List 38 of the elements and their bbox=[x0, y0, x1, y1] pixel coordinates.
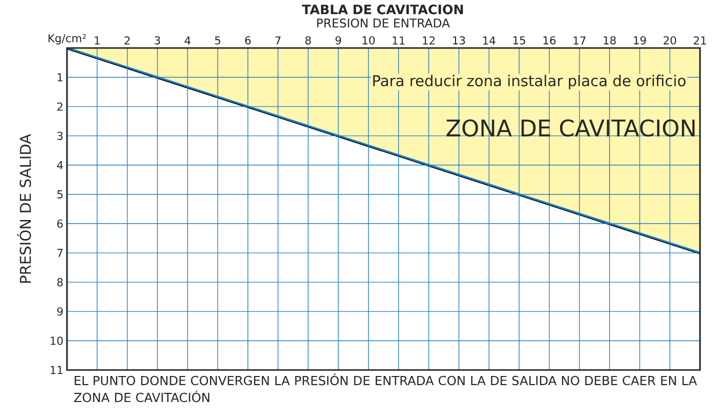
x-tick-label: 5 bbox=[215, 36, 220, 44]
x-tick-label: 7 bbox=[275, 36, 281, 44]
x-axis-title: PRESION DE ENTRADA bbox=[317, 18, 450, 28]
y-tick-label: 8 bbox=[57, 278, 63, 286]
x-tick-label: 21 bbox=[694, 36, 706, 44]
x-tick-label: 12 bbox=[422, 36, 435, 44]
x-tick-label: 1 bbox=[94, 36, 100, 44]
x-tick-label: 10 bbox=[362, 36, 375, 44]
x-tick-label: 8 bbox=[305, 36, 311, 44]
y-tick-label: 7 bbox=[57, 248, 63, 257]
y-tick-label: 3 bbox=[57, 132, 63, 140]
x-tick-label: 11 bbox=[392, 36, 405, 44]
x-tick-label: 4 bbox=[184, 36, 190, 44]
y-tick-label: 10 bbox=[50, 336, 63, 345]
text: EL PUNTO DONDE CONVERGEN LA PRESIÓN DE ENTRADA CON LA DE SALIDA NO DEBE CAER EN LA ZONA DE CAVITACIÓN bbox=[74, 374, 697, 402]
y-axis-title: PRESIÓN DE SALIDA bbox=[16, 134, 32, 283]
x-tick-label: 13 bbox=[453, 36, 465, 44]
x-tick-label: Kg/cm² bbox=[48, 34, 86, 44]
x-tick-label: 17 bbox=[574, 36, 586, 44]
chart-title: TABLA DE CAVITACION bbox=[302, 4, 463, 14]
x-tick-label: 14 bbox=[483, 36, 496, 44]
x-tick-label: 3 bbox=[154, 36, 160, 44]
x-tick-label: 19 bbox=[634, 36, 646, 44]
y-tick-label: 11 bbox=[50, 366, 62, 374]
y-tick-label: 9 bbox=[57, 307, 63, 316]
annotation: Para reducir zona instalar placa de orificio bbox=[373, 74, 686, 90]
x-tick-label: 15 bbox=[513, 36, 526, 44]
x-tick-label: 16 bbox=[544, 36, 556, 44]
x-tick-label: 6 bbox=[245, 36, 251, 44]
y-tick-label: 2 bbox=[57, 102, 62, 111]
y-tick-label: 6 bbox=[57, 220, 63, 228]
x-tick-label: 2 bbox=[124, 36, 130, 44]
x-tick-label: 18 bbox=[604, 36, 616, 44]
x-tick-label: 20 bbox=[664, 36, 676, 44]
y-tick-label: 4 bbox=[57, 161, 63, 170]
x-tick-label: 9 bbox=[335, 36, 342, 44]
y-tick-label: 1 bbox=[58, 73, 62, 82]
y-tick-label: 5 bbox=[57, 190, 63, 198]
